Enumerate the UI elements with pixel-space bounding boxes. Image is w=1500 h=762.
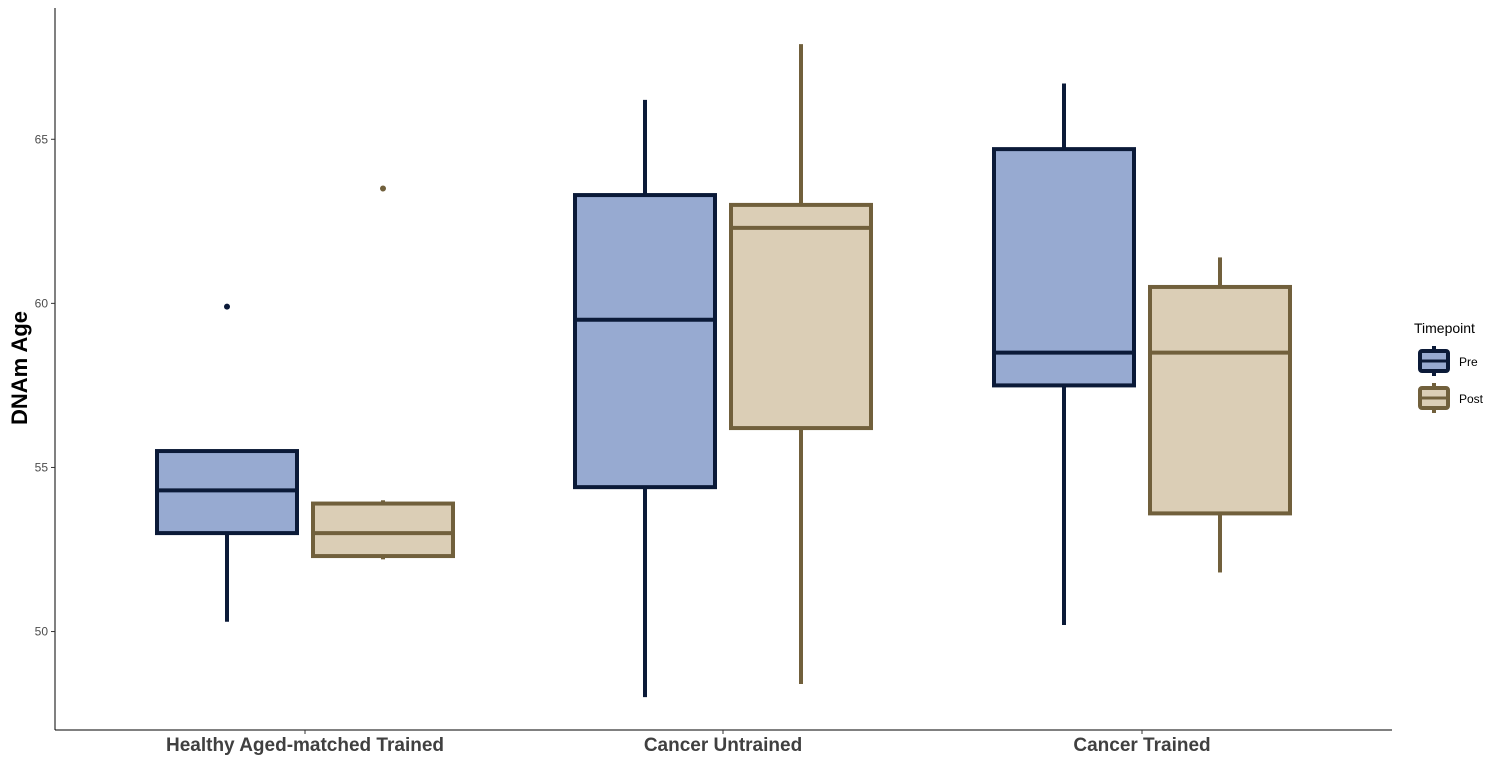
- box-pre: [573, 99, 717, 698]
- box-iqr: [573, 193, 717, 490]
- legend-item-post: Post: [1418, 383, 1484, 413]
- box-iqr: [992, 147, 1136, 388]
- outlier-point: [380, 185, 386, 192]
- legend: Timepoint Pre Post: [1414, 320, 1484, 413]
- y-tick-label: 55: [35, 460, 49, 474]
- legend-label: Pre: [1459, 355, 1478, 369]
- x-tick-label: Cancer Untrained: [644, 735, 802, 756]
- legend-title: Timepoint: [1414, 320, 1475, 336]
- box-post: [729, 44, 873, 685]
- box-iqr: [311, 501, 455, 559]
- legend-label: Post: [1459, 392, 1484, 406]
- y-tick-label: 60: [35, 296, 49, 310]
- box-post: [311, 185, 455, 560]
- axes: 50 55 60 65 Healthy Aged-matched Trained Canc…: [35, 8, 1392, 756]
- x-tick-label: Cancer Trained: [1073, 735, 1210, 756]
- boxes-layer: [155, 44, 1292, 698]
- box-iqr: [1148, 284, 1292, 516]
- box-iqr: [729, 202, 873, 431]
- legend-item-pre: Pre: [1418, 346, 1478, 376]
- x-tick-label: Healthy Aged-matched Trained: [166, 735, 444, 756]
- box-post: [1148, 257, 1292, 573]
- y-tick-label: 65: [35, 132, 49, 146]
- y-tick-label: 50: [35, 625, 49, 639]
- box-pre: [155, 303, 299, 622]
- y-axis-label: DNAm Age: [7, 311, 32, 425]
- outlier-point: [224, 303, 230, 310]
- box-pre: [992, 83, 1136, 625]
